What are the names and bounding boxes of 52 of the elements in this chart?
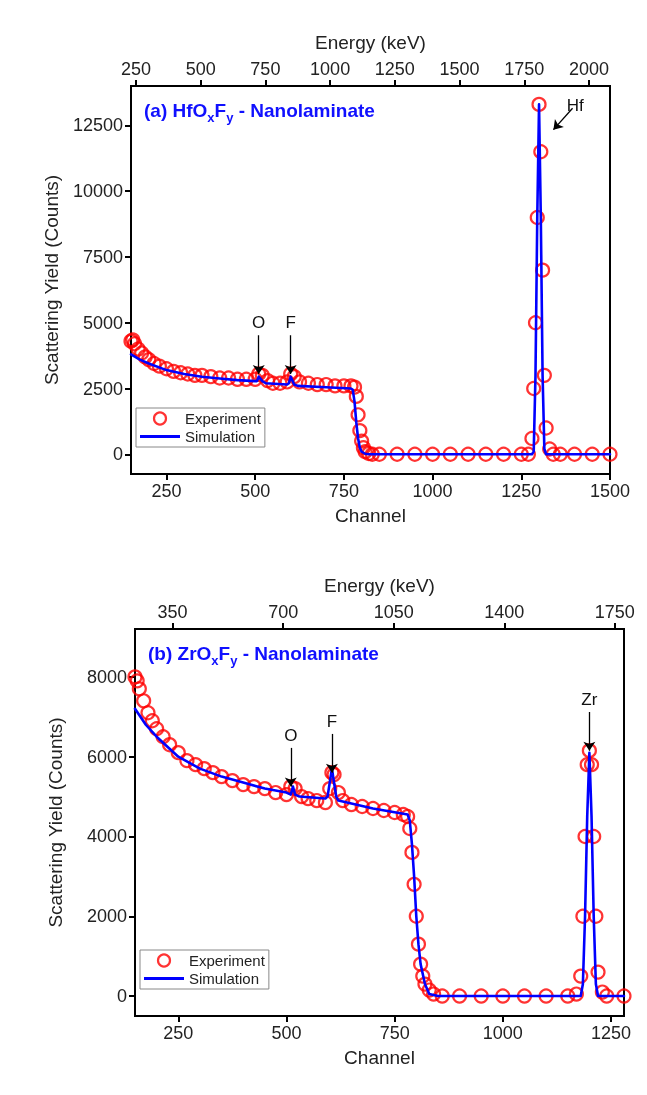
y-axis-title: Scattering Yield (Counts) — [45, 717, 66, 928]
y-tick-label: 0 — [112, 444, 123, 465]
y-tick-label: 7500 — [82, 246, 123, 267]
x-tick-label: 750 — [379, 1023, 410, 1043]
x-tick-label: 250 — [163, 1023, 194, 1043]
x-tick-label: 1000 — [482, 1023, 523, 1043]
annotation: F — [326, 711, 338, 731]
x2-tick-label: 1400 — [484, 602, 525, 622]
annotation: Zr — [581, 689, 598, 709]
x2-tick-label: 1250 — [374, 59, 415, 79]
x-tick-label: 1000 — [412, 481, 453, 501]
legend-label: Experiment — [185, 410, 262, 427]
x-tick-label: 500 — [240, 481, 271, 501]
x2-tick-label: 1500 — [439, 59, 480, 79]
y-tick-label: 4000 — [86, 826, 127, 847]
y-tick-label: 2000 — [86, 906, 127, 927]
y-tick-label: 12500 — [72, 115, 123, 136]
x2-tick-label: 250 — [120, 59, 151, 79]
legend-label: Experiment — [189, 952, 266, 969]
y-tick-label: 2500 — [82, 378, 123, 399]
x2-axis-title: Energy (keV) — [324, 575, 435, 596]
x-tick-label: 1250 — [590, 1023, 632, 1043]
x2-tick-label: 350 — [157, 602, 188, 622]
x2-tick-label: 750 — [250, 59, 281, 79]
x2-tick-label: 1750 — [504, 59, 545, 79]
x-tick-label: 1500 — [589, 481, 631, 501]
x-tick-label: 500 — [271, 1023, 302, 1043]
x-tick-label: 1250 — [501, 481, 542, 501]
y-tick-label: 10000 — [72, 181, 123, 202]
annotation: O — [284, 725, 298, 745]
x2-axis-title: Energy (keV) — [315, 32, 426, 53]
x2-tick-label: 500 — [185, 59, 216, 79]
annotation: O — [252, 313, 266, 333]
y-tick-label: 0 — [116, 986, 127, 1007]
x2-tick-label: 700 — [268, 602, 299, 622]
x-axis-title: Channel — [344, 1047, 415, 1068]
x2-tick-label: 1750 — [594, 602, 635, 622]
line-series — [133, 707, 626, 998]
y-tick-label: 8000 — [86, 666, 127, 687]
y-axis-title: Scattering Yield (Counts) — [41, 174, 62, 386]
y-tick-label: 5000 — [82, 312, 123, 333]
x-axis-title: Channel — [335, 505, 406, 526]
annotation: F — [285, 313, 296, 333]
annotation: Hf — [566, 95, 585, 115]
y-tick-label: 6000 — [86, 746, 127, 767]
x2-tick-label: 2000 — [569, 59, 610, 79]
legend-label: Simulation — [185, 428, 256, 445]
x-tick-label: 250 — [151, 481, 182, 501]
x2-tick-label: 1000 — [310, 59, 351, 79]
legend-label: Simulation — [189, 970, 260, 987]
x2-tick-label: 1050 — [373, 602, 414, 622]
x-tick-label: 750 — [328, 481, 359, 501]
